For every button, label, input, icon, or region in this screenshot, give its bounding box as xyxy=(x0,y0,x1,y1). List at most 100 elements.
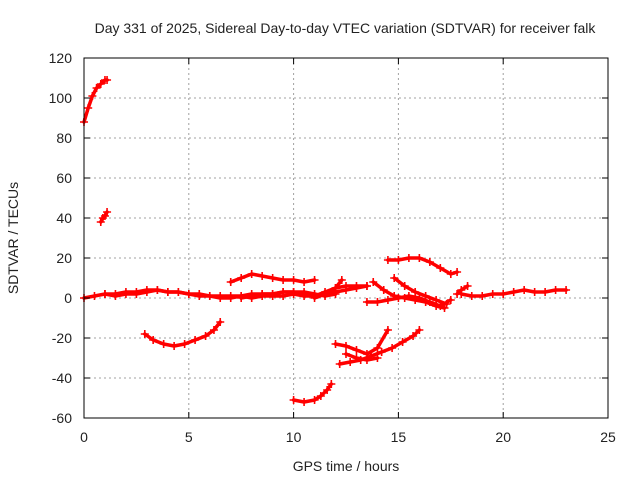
data-point xyxy=(132,288,141,296)
data-point xyxy=(346,358,355,366)
series-s17 xyxy=(383,254,462,278)
data-point xyxy=(411,288,420,296)
y-axis-label: SDTVAR / TECUs xyxy=(5,182,21,294)
data-point xyxy=(90,292,99,300)
data-point xyxy=(268,274,277,282)
data-point xyxy=(163,288,172,296)
data-point xyxy=(289,276,298,284)
data-point xyxy=(383,326,392,334)
tick-layer: 0 5 10 15 20 25 -60 -40 -20 0 20 40 60 80 100 120 xyxy=(49,50,616,445)
data-point xyxy=(404,254,413,262)
data-point xyxy=(425,258,434,266)
data-point xyxy=(342,342,350,350)
data-point xyxy=(258,290,267,298)
data-point xyxy=(352,284,361,292)
x-tick-label: 10 xyxy=(286,429,302,445)
data-point xyxy=(201,332,210,340)
data-point xyxy=(310,294,319,302)
data-point xyxy=(488,290,497,298)
data-point xyxy=(268,290,277,298)
data-point xyxy=(140,330,149,338)
data-point xyxy=(562,286,571,294)
data-point xyxy=(237,274,246,282)
series-s13 xyxy=(342,350,382,364)
data-point xyxy=(279,288,288,296)
data-point xyxy=(111,290,120,298)
data-point xyxy=(463,282,472,290)
y-tick-label: 60 xyxy=(56,170,72,186)
data-point xyxy=(478,292,487,300)
data-point xyxy=(453,268,462,276)
data-point xyxy=(170,342,179,350)
data-point xyxy=(247,292,256,300)
data-point xyxy=(369,278,378,286)
data-point xyxy=(216,292,225,300)
series-s5 xyxy=(226,270,319,286)
data-point xyxy=(103,76,112,84)
data-point xyxy=(394,256,403,264)
series-s15 xyxy=(369,278,449,312)
series-s2 xyxy=(96,208,112,226)
data-point xyxy=(100,290,109,298)
series-s7 xyxy=(310,276,346,302)
data-point xyxy=(377,348,386,356)
x-tick-label: 5 xyxy=(185,429,193,445)
data-point xyxy=(226,278,235,286)
data-point xyxy=(362,282,371,290)
y-tick-label: 100 xyxy=(49,90,73,106)
data-point xyxy=(289,288,298,296)
y-tick-label: 80 xyxy=(56,130,72,146)
data-point xyxy=(310,396,319,404)
data-point xyxy=(362,298,371,306)
data-point xyxy=(415,254,424,262)
series-s1 xyxy=(80,76,112,126)
series-s11 xyxy=(331,326,392,358)
data-point xyxy=(446,296,455,304)
x-tick-label: 0 xyxy=(80,429,88,445)
data-point xyxy=(390,292,399,300)
data-point xyxy=(446,270,455,278)
data-point xyxy=(383,256,392,264)
data-point xyxy=(390,274,399,282)
data-point xyxy=(530,288,539,296)
data-point xyxy=(383,296,392,304)
data-point xyxy=(300,398,309,406)
data-point xyxy=(88,92,97,100)
data-point xyxy=(388,344,397,352)
data-point xyxy=(327,380,336,388)
data-point xyxy=(149,336,158,344)
data-point xyxy=(467,292,476,300)
y-tick-label: -40 xyxy=(52,370,72,386)
data-point xyxy=(421,292,430,300)
data-point xyxy=(84,104,93,112)
data-point xyxy=(289,396,298,404)
series-line xyxy=(344,352,380,362)
data-point xyxy=(541,288,550,296)
series-line xyxy=(143,320,222,348)
data-point xyxy=(509,288,518,296)
data-point xyxy=(409,332,418,340)
data-point xyxy=(362,356,371,364)
data-point xyxy=(96,80,105,88)
data-point xyxy=(174,288,183,296)
data-point xyxy=(142,286,151,294)
y-tick-label: 20 xyxy=(56,250,72,266)
data-point xyxy=(342,286,350,294)
data-point xyxy=(342,350,350,358)
data-point xyxy=(398,338,407,346)
x-tick-label: 15 xyxy=(391,429,407,445)
data-point xyxy=(411,296,420,304)
data-point xyxy=(209,326,218,334)
plot-frame xyxy=(83,57,609,419)
data-point xyxy=(258,272,267,280)
x-tick-label: 20 xyxy=(495,429,511,445)
data-point xyxy=(205,292,214,300)
data-point xyxy=(191,336,200,344)
data-point xyxy=(335,360,344,368)
data-point xyxy=(226,292,235,300)
data-point xyxy=(331,288,340,296)
data-point xyxy=(237,294,246,302)
data-point xyxy=(316,392,325,400)
